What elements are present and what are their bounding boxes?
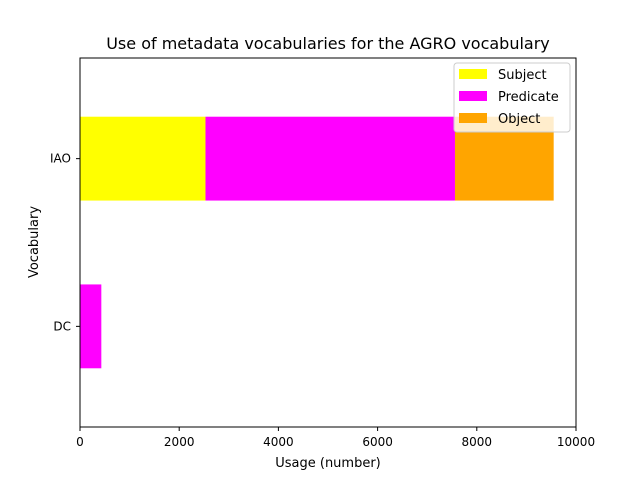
x-axis-ticks: 0 2000 4000 6000 8000 10000 [76, 427, 595, 449]
x-axis-label: Usage (number) [275, 456, 381, 471]
x-tick-label: 4000 [263, 435, 294, 449]
y-tick-label: IAO [50, 152, 71, 166]
x-tick-label: 2000 [164, 435, 195, 449]
legend-swatch-object [459, 113, 487, 123]
y-tick-label: DC [53, 319, 71, 333]
axes-frame [79, 57, 577, 428]
chart-title: Use of metadata vocabularies for the AGR… [106, 34, 550, 53]
bar-dc-predicate [80, 284, 102, 369]
bar-iao-predicate [205, 116, 455, 201]
legend: Subject Predicate Object [453, 62, 571, 133]
legend-label-object: Object [498, 112, 540, 127]
y-axis-label: Vocabulary [27, 206, 42, 278]
x-tick-label: 10000 [557, 435, 595, 449]
legend-label-subject: Subject [498, 68, 547, 83]
legend-swatch-predicate [459, 91, 487, 101]
x-tick-label: 8000 [462, 435, 493, 449]
y-axis-ticks: DC IAO [50, 152, 80, 333]
x-tick-label: 0 [76, 435, 84, 449]
legend-label-predicate: Predicate [498, 90, 559, 105]
legend-swatch-subject [459, 69, 487, 79]
bar-iao-subject [80, 116, 206, 201]
x-tick-label: 6000 [362, 435, 393, 449]
